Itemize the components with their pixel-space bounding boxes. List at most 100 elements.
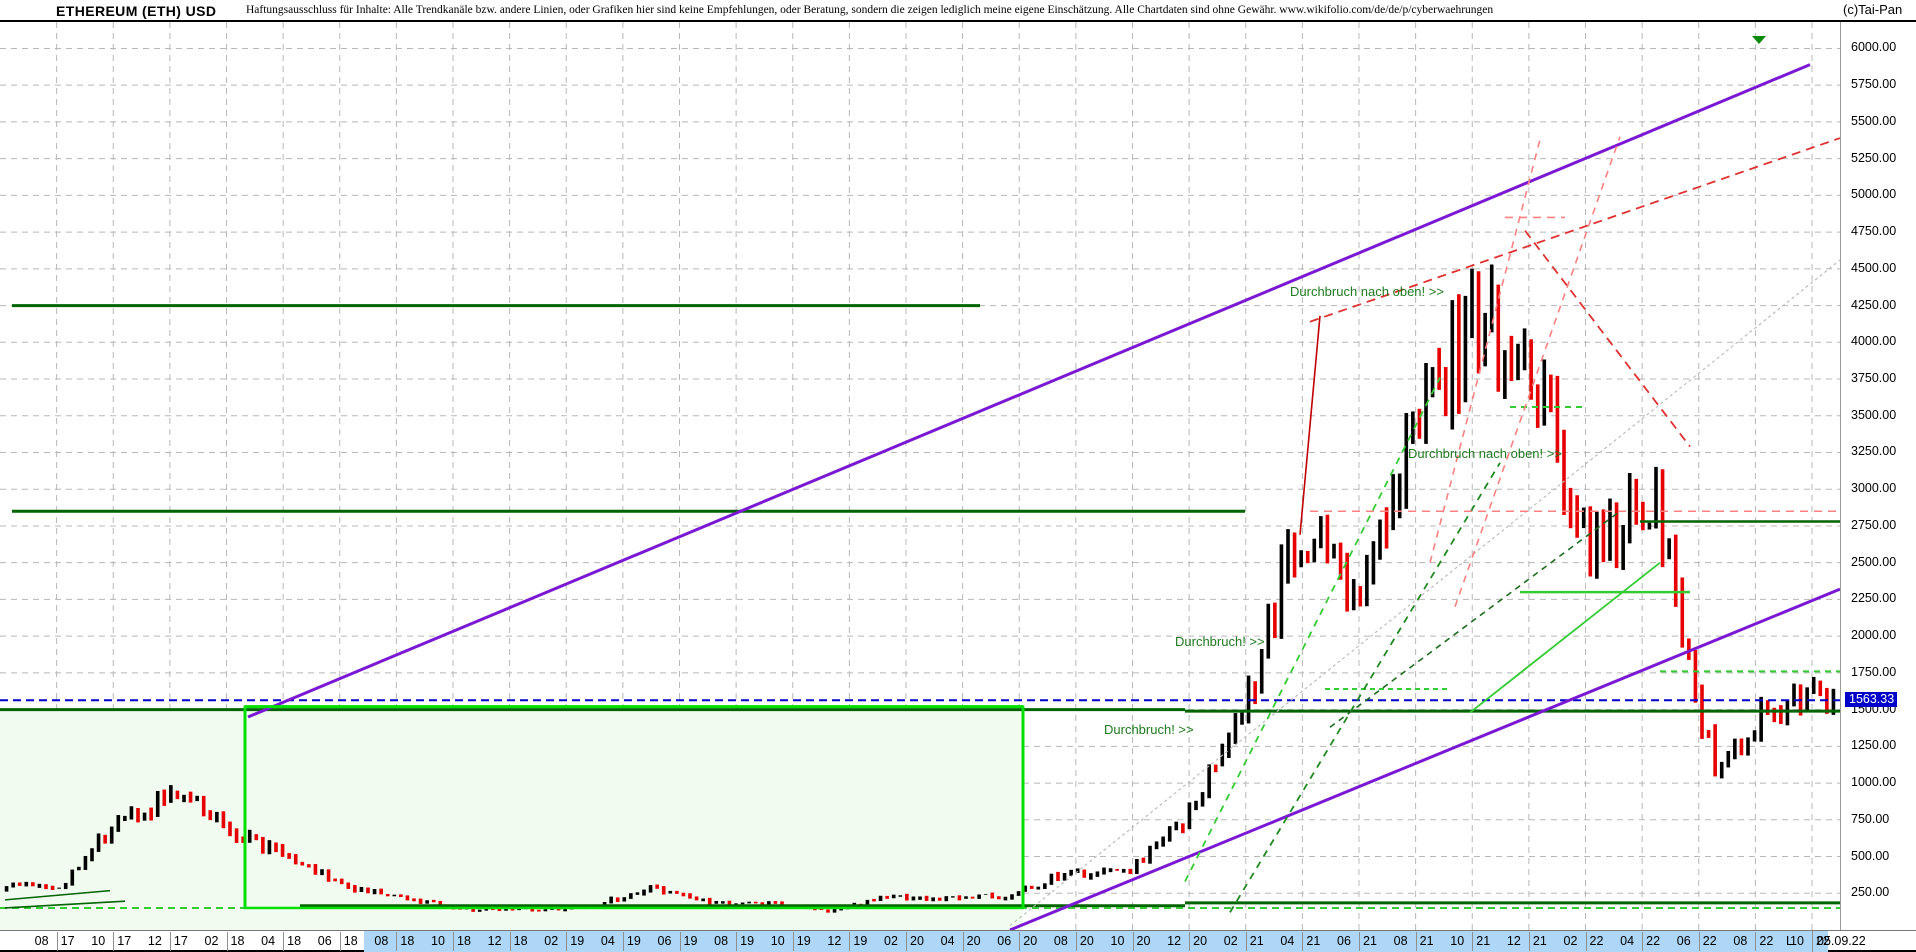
red-vertical-marker [1299, 315, 1321, 535]
date-axis-month-label: 10 [1110, 934, 1125, 948]
date-axis-month-label: 04 [940, 934, 955, 948]
date-axis-separator [396, 932, 398, 951]
date-axis-month-label: 08 [1053, 934, 1068, 948]
date-axis-separator [453, 932, 454, 951]
date-axis-separator [1189, 932, 1191, 951]
date-axis-year-label: 20 [1079, 934, 1094, 948]
price-axis-tick: 4500.00 [1851, 260, 1897, 275]
date-axis-year-label: 19 [626, 934, 641, 948]
date-axis-month-label: 02 [1563, 934, 1578, 948]
date-axis-year-label: 18 [343, 934, 358, 948]
price-axis-tick: 1250.00 [1851, 738, 1897, 753]
date-axis-year-label: 21 [1476, 934, 1491, 948]
date-axis-separator [906, 932, 907, 951]
date-axis-month-label: 08 [374, 934, 389, 948]
date-axis[interactable]: 08 17 10 17 12 17 02 18 04 18 06 18 08 18 10 18 12 18 02 19… [0, 930, 1916, 952]
price-axis-tick: 4000.00 [1851, 334, 1897, 349]
price-axis-tick: 4750.00 [1851, 224, 1897, 239]
red-fan-line-3 [1309, 137, 1840, 323]
price-axis-tick: 250.00 [1851, 885, 1890, 900]
date-axis-year-label: 22 [1759, 934, 1774, 948]
date-axis-separator [226, 932, 228, 951]
axis-mode-indicator: L [1786, 934, 1793, 948]
date-axis-year-label: 21 [1532, 934, 1547, 948]
axis-corner-divider [1812, 931, 1813, 952]
price-axis-tick: 3000.00 [1851, 481, 1897, 496]
date-axis-month-label: 12 [1167, 934, 1182, 948]
last-date-label: 05.09.22 [1817, 934, 1866, 948]
chart-header: ETHEREUM (ETH) USD Haftungsausschluss fü… [0, 0, 1916, 22]
price-axis-tick: 2000.00 [1851, 628, 1897, 643]
minor-trend-segment-2 [4, 900, 126, 909]
date-axis-year-label: 17 [117, 934, 132, 948]
price-axis-tick: 1750.00 [1851, 664, 1897, 679]
date-axis-month-label: 10 [1450, 934, 1465, 948]
top-green-marker-icon [1752, 36, 1766, 44]
chart-annotation: Durchbruch nach oben! >> [1408, 446, 1562, 461]
price-axis-tick: 1000.00 [1851, 775, 1897, 790]
date-axis-year-label: 18 [230, 934, 245, 948]
price-axis[interactable]: 6000.00 5750.00 5500.00 5250.00 5000.00 4750.… [1840, 22, 1916, 930]
date-axis-month-label: 06 [1337, 934, 1351, 948]
date-axis-month-label: 08 [714, 934, 729, 948]
price-axis-tick: 5500.00 [1851, 113, 1897, 128]
date-axis-month-label: 06 [997, 934, 1012, 948]
date-axis-month-label: 06 [657, 934, 672, 948]
price-plot-area[interactable]: Durchbruch nach oben! >> Durchbruch nach … [0, 22, 1840, 930]
date-axis-month-label: 04 [1280, 934, 1295, 948]
date-axis-month-label: 04 [261, 934, 276, 948]
date-axis-separator [1528, 932, 1530, 951]
date-axis-year-label: 22 [1646, 934, 1661, 948]
date-axis-month-label: 12 [827, 934, 842, 948]
date-axis-year-label: 22 [1589, 934, 1604, 948]
date-axis-separator [1755, 932, 1757, 951]
date-axis-year-label: 19 [740, 934, 755, 948]
date-range-highlight [363, 931, 1828, 952]
date-axis-separator [792, 932, 794, 951]
date-axis-year-label: 17 [60, 934, 75, 948]
date-axis-year-label: 22 [1816, 934, 1830, 948]
price-axis-tick: 5000.00 [1851, 187, 1897, 202]
red-fan-line-2 [1454, 136, 1621, 608]
date-axis-year-label: 18 [287, 934, 302, 948]
date-axis-month-label: 02 [544, 934, 559, 948]
date-axis-month-label: 04 [600, 934, 615, 948]
trend-channel-upper [247, 63, 1811, 719]
date-axis-year-label: 17 [173, 934, 188, 948]
gray-trend-line [1009, 259, 1840, 927]
price-axis-tick: 750.00 [1851, 811, 1890, 826]
date-axis-separator [1585, 932, 1587, 951]
chart-annotation: Durchbruch! >> [1104, 722, 1194, 737]
date-axis-separator [1132, 932, 1134, 951]
date-axis-year-label: 20 [1023, 934, 1038, 948]
ohlc-bars [4, 264, 1836, 913]
date-axis-year-label: 21 [1306, 934, 1321, 948]
date-axis-month-label: 06 [1676, 934, 1691, 948]
red-fan-line-1 [1429, 139, 1541, 563]
disclaimer-text: Haftungsausschluss für Inhalte: Alle Tre… [246, 4, 1494, 16]
date-axis-year-label: 18 [400, 934, 415, 948]
date-axis-year-label: 20 [966, 934, 981, 948]
date-axis-separator [113, 932, 115, 951]
date-axis-month-label: 02 [1223, 934, 1238, 948]
price-axis-tick: 3750.00 [1851, 371, 1897, 386]
green-ascending-trend-4 [1469, 561, 1661, 714]
accumulation-shaded-region [0, 709, 1023, 930]
date-axis-month-label: 02 [884, 934, 898, 948]
price-axis-tick: 2750.00 [1851, 517, 1897, 532]
date-axis-month-label: 08 [34, 934, 49, 948]
date-axis-year-label: 18 [457, 934, 471, 948]
date-axis-month-label: 12 [487, 934, 502, 948]
date-axis-separator [1642, 932, 1644, 951]
date-axis-month-label: 12 [147, 934, 162, 948]
date-axis-year-label: 18 [513, 934, 528, 948]
green-ascending-trend-1 [1184, 377, 1441, 882]
page-title: ETHEREUM (ETH) USD [56, 3, 217, 19]
vendor-label: (c)Tai-Pan [1843, 2, 1903, 17]
chart-annotation: Durchbruch nach oben! >> [1290, 284, 1444, 299]
price-axis-tick: 6000.00 [1851, 40, 1897, 55]
date-axis-month-label: 10 [1790, 934, 1804, 948]
date-axis-separator [1075, 932, 1077, 951]
date-axis-separator [56, 932, 58, 951]
